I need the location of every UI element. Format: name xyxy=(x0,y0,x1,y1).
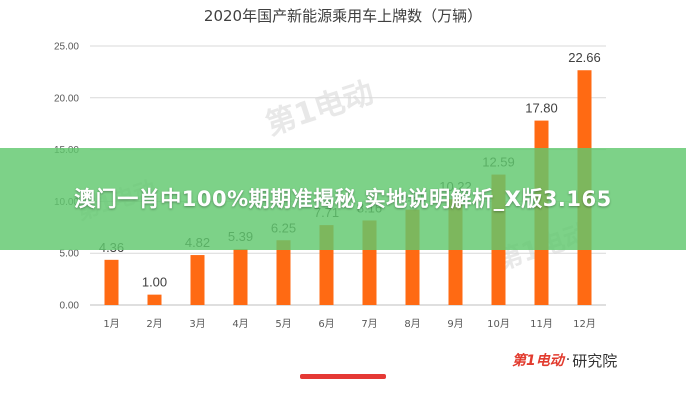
footer-logo: 第1电动 · 研究院 xyxy=(512,348,617,372)
headline-text: 澳门一肖中100%期期准揭秘,实地说明解析_X版3.165 xyxy=(74,187,612,211)
data-label: 17.80 xyxy=(525,101,558,116)
x-axis-ticks: 1月 2月 3月 4月 5月 6月 7月 8月 9月 10月 11月 12月 xyxy=(103,318,596,330)
x-tick-label: 12月 xyxy=(573,318,596,330)
logo-separator: · xyxy=(565,352,571,368)
x-tick-label: 4月 xyxy=(232,318,248,330)
x-tick-label: 5月 xyxy=(275,318,291,330)
logo-brand: 研究院 xyxy=(572,351,618,370)
bar xyxy=(104,259,119,305)
bar xyxy=(276,240,291,305)
headline-banner: 澳门一肖中100%期期准揭秘,实地说明解析_X版3.165 xyxy=(0,148,686,250)
data-label: 22.66 xyxy=(568,50,601,65)
x-tick-label: 3月 xyxy=(189,318,205,330)
y-tick-label: 25.00 xyxy=(54,42,79,53)
scroll-indicator xyxy=(300,374,386,379)
x-tick-label: 2月 xyxy=(146,318,162,330)
bar xyxy=(190,255,205,305)
x-tick-label: 11月 xyxy=(530,318,553,330)
x-tick-label: 1月 xyxy=(103,318,119,330)
x-tick-label: 6月 xyxy=(318,318,334,330)
x-tick-label: 8月 xyxy=(404,318,420,330)
y-tick-label: 5.00 xyxy=(60,249,80,260)
logo-mark: 第1电动 xyxy=(512,353,564,369)
bar xyxy=(147,294,162,305)
data-label: 1.00 xyxy=(142,275,167,290)
y-tick-label: 0.00 xyxy=(60,301,80,312)
x-tick-label: 10月 xyxy=(487,318,510,330)
y-tick-label: 20.00 xyxy=(54,93,79,104)
x-tick-label: 7月 xyxy=(361,318,377,330)
x-tick-label: 9月 xyxy=(447,318,463,330)
chart-title: 2020年国产新能源乘用车上牌数（万辆） xyxy=(204,7,482,25)
bar xyxy=(233,249,248,305)
